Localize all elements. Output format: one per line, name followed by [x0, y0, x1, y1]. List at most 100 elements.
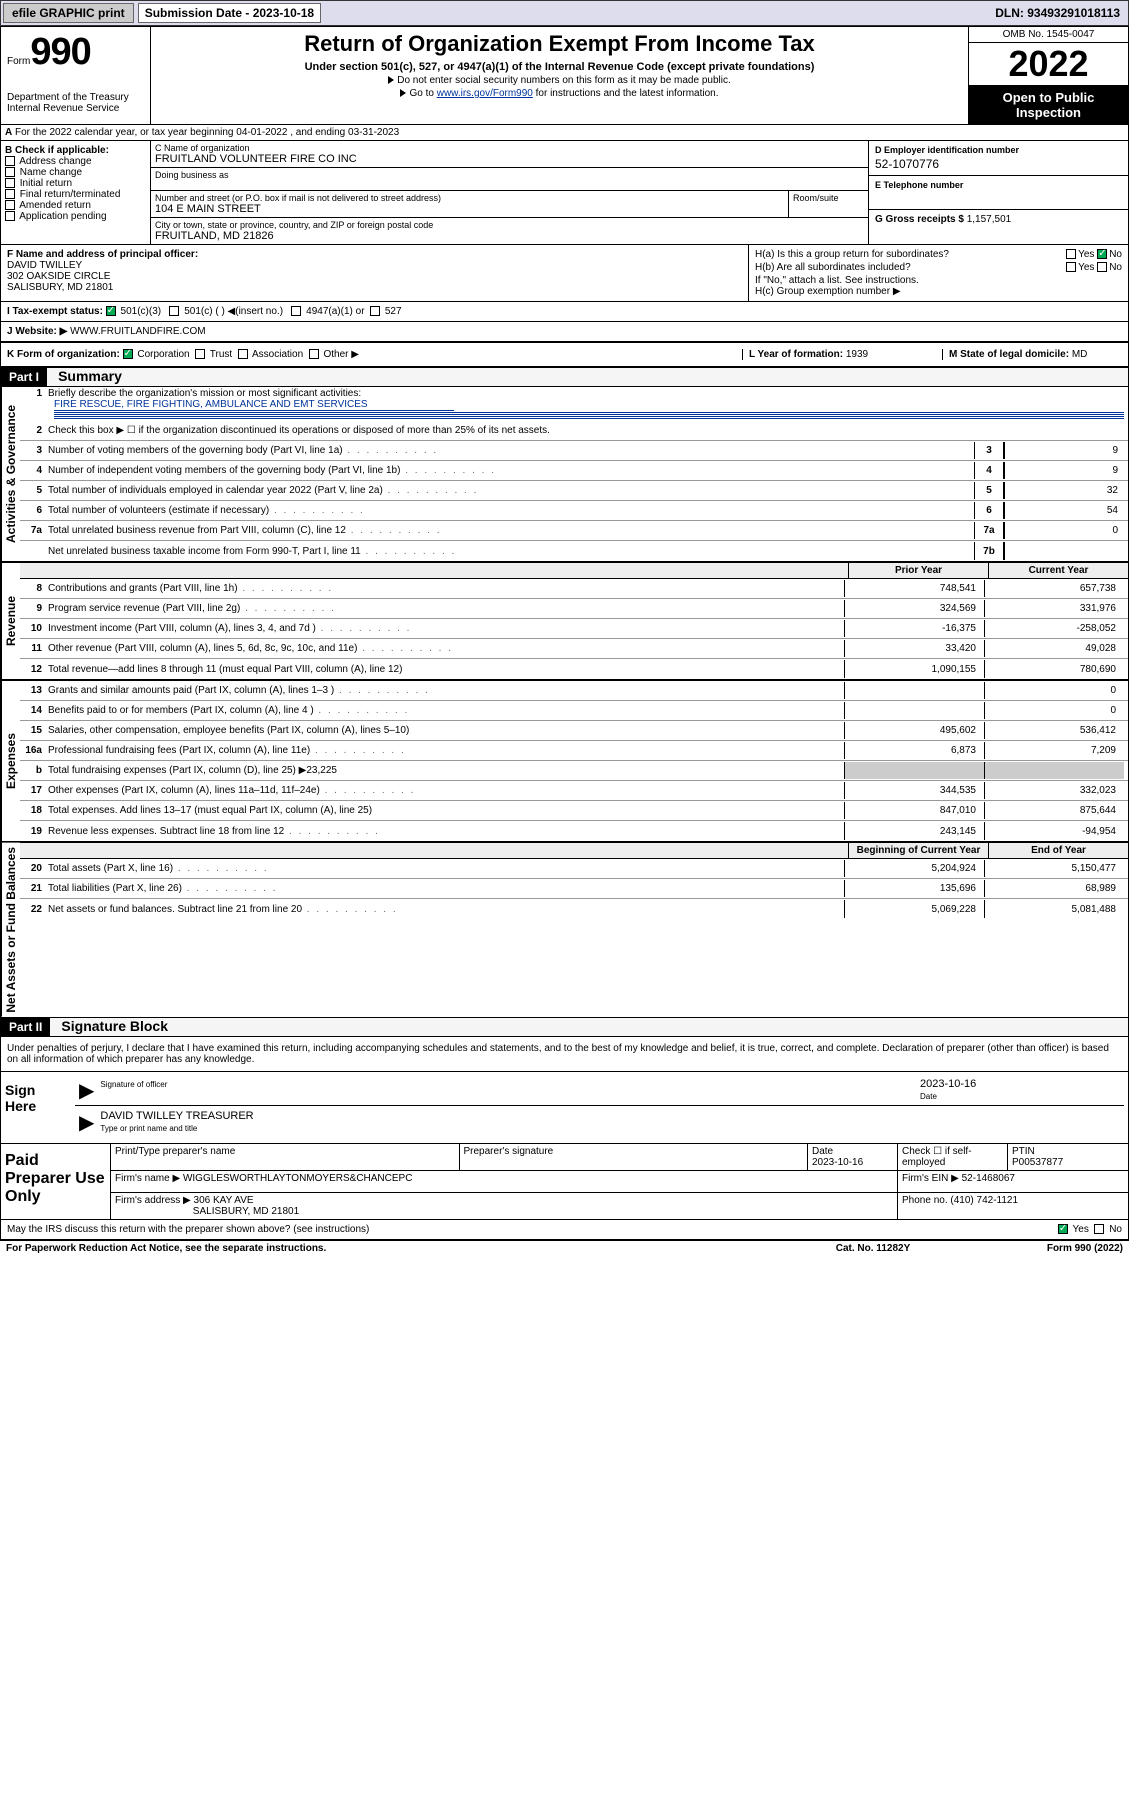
phone-value [875, 190, 1122, 192]
ha-yes[interactable] [1066, 249, 1076, 259]
l20-begin: 5,204,924 [844, 860, 984, 877]
check-initial-return[interactable] [5, 178, 15, 188]
check-application-pending[interactable] [5, 211, 15, 221]
dept-treasury: Department of the Treasury Internal Reve… [7, 92, 144, 114]
l19-current: -94,954 [984, 822, 1124, 840]
firm-ein: 52-1468067 [962, 1173, 1015, 1184]
firm-name: WIGGLESWORTHLAYTONMOYERS&CHANCEPC [183, 1173, 412, 1184]
check-address-change[interactable] [5, 156, 15, 166]
irs-link[interactable]: www.irs.gov/Form990 [437, 88, 533, 99]
state-domicile: M State of legal domicile: MD [942, 349, 1122, 360]
line5-val: 32 [1004, 482, 1124, 499]
hb-note: If "No," attach a list. See instructions… [755, 275, 1122, 286]
line2-desc: Check this box ▶ ☐ if the organization d… [48, 425, 1124, 436]
l15-prior: 495,602 [844, 722, 984, 739]
street-value: 104 E MAIN STREET [155, 203, 261, 215]
pra-notice: For Paperwork Reduction Act Notice, see … [6, 1243, 783, 1254]
check-assoc[interactable] [238, 349, 248, 359]
sign-here-label: Sign Here [1, 1072, 71, 1143]
efile-print-button[interactable]: efile GRAPHIC print [3, 3, 134, 23]
line3-val: 9 [1004, 442, 1124, 459]
mission-text: FIRE RESCUE, FIRE FIGHTING, AMBULANCE AN… [54, 399, 454, 411]
line7a-val: 0 [1004, 522, 1124, 539]
l19-prior: 243,145 [844, 822, 984, 840]
submission-date: Submission Date - 2023-10-18 [138, 3, 321, 23]
org-name-label: C Name of organization [155, 143, 250, 153]
ha-no[interactable] [1097, 249, 1107, 259]
room-suite: Room/suite [788, 191, 868, 217]
check-501c[interactable] [169, 306, 179, 316]
ein-value: 52-1070776 [875, 155, 1122, 171]
l17-prior: 344,535 [844, 782, 984, 799]
form-label: Form [7, 56, 30, 67]
entity-info-row: B Check if applicable: Address change Na… [1, 141, 1128, 245]
cat-no: Cat. No. 11282Y [783, 1243, 963, 1254]
form-of-org: K Form of organization: Corporation Trus… [7, 349, 742, 360]
website-row: J Website: ▶ WWW.FRUITLANDFIRE.COM [1, 322, 1128, 343]
phone-label: E Telephone number [875, 180, 1122, 190]
check-trust[interactable] [195, 349, 205, 359]
sign-arrow-icon: ▶ [79, 1078, 100, 1103]
l18-prior: 847,010 [844, 802, 984, 819]
hb-yes[interactable] [1066, 262, 1076, 272]
check-amended-return[interactable] [5, 200, 15, 210]
hc-exemption: H(c) Group exemption number ▶ [755, 286, 1122, 297]
check-name-change[interactable] [5, 167, 15, 177]
section-b-checkboxes: B Check if applicable: Address change Na… [1, 141, 151, 244]
l8-current: 657,738 [984, 580, 1124, 597]
arrow-icon [400, 89, 406, 97]
check-other[interactable] [309, 349, 319, 359]
prior-year-header: Prior Year [848, 563, 988, 578]
l14-prior [844, 702, 984, 719]
line1-desc: Briefly describe the organization's miss… [48, 388, 1124, 399]
l21-end: 68,989 [984, 880, 1124, 897]
discuss-no[interactable] [1094, 1224, 1104, 1234]
form-ref: Form 990 (2022) [963, 1243, 1123, 1254]
ssn-warning: Do not enter social security numbers on … [157, 75, 962, 86]
revenue-label: Revenue [1, 563, 20, 679]
part1-header-row: Part I Summary [1, 368, 1128, 387]
line5-desc: Total number of individuals employed in … [48, 485, 974, 496]
sign-date: 2023-10-16 [920, 1078, 976, 1090]
l11-current: 49,028 [984, 640, 1124, 657]
section-c-name-address: C Name of organization FRUITLAND VOLUNTE… [151, 141, 868, 244]
l16b-prior [844, 762, 984, 779]
l20-end: 5,150,477 [984, 860, 1124, 877]
line4-val: 9 [1004, 462, 1124, 479]
l16b-current [984, 762, 1124, 779]
governance-section: Activities & Governance 1 Briefly descri… [1, 387, 1128, 563]
section-deg: D Employer identification number 52-1070… [868, 141, 1128, 244]
netassets-label: Net Assets or Fund Balances [1, 843, 20, 1017]
line6-desc: Total number of volunteers (estimate if … [48, 505, 974, 516]
form-number: 990 [30, 31, 90, 73]
form-title: Return of Organization Exempt From Incom… [157, 31, 962, 57]
dba-label: Doing business as [155, 170, 229, 180]
l18-current: 875,644 [984, 802, 1124, 819]
line7b-desc: Net unrelated business taxable income fr… [48, 546, 974, 557]
part2-header-row: Part II Signature Block [1, 1018, 1128, 1037]
section-h-group: H(a) Is this a group return for subordin… [748, 245, 1128, 301]
check-4947[interactable] [291, 306, 301, 316]
check-501c3[interactable] [106, 306, 116, 316]
discuss-yes[interactable] [1058, 1224, 1068, 1234]
website-value: WWW.FRUITLANDFIRE.COM [70, 326, 206, 337]
expenses-section: Expenses 13Grants and similar amounts pa… [1, 681, 1128, 843]
form-header: Form990 Department of the Treasury Inter… [1, 27, 1128, 125]
l16a-current: 7,209 [984, 742, 1124, 759]
part2-label: Part II [1, 1018, 50, 1036]
omb-number: OMB No. 1545-0047 [969, 27, 1128, 43]
check-final-return[interactable] [5, 189, 15, 199]
city-value: FRUITLAND, MD 21826 [155, 230, 274, 242]
section-f-officer: F Name and address of principal officer:… [1, 245, 748, 301]
line4-desc: Number of independent voting members of … [48, 465, 974, 476]
form-id-block: Form990 Department of the Treasury Inter… [1, 27, 151, 124]
l10-prior: -16,375 [844, 620, 984, 637]
l21-begin: 135,696 [844, 880, 984, 897]
firm-addr2: SALISBURY, MD 21801 [193, 1206, 299, 1217]
hb-no[interactable] [1097, 262, 1107, 272]
check-527[interactable] [370, 306, 380, 316]
l16a-prior: 6,873 [844, 742, 984, 759]
officer-addr1: 302 OAKSIDE CIRCLE [7, 271, 110, 282]
check-corp[interactable] [123, 349, 133, 359]
l13-current: 0 [984, 682, 1124, 699]
